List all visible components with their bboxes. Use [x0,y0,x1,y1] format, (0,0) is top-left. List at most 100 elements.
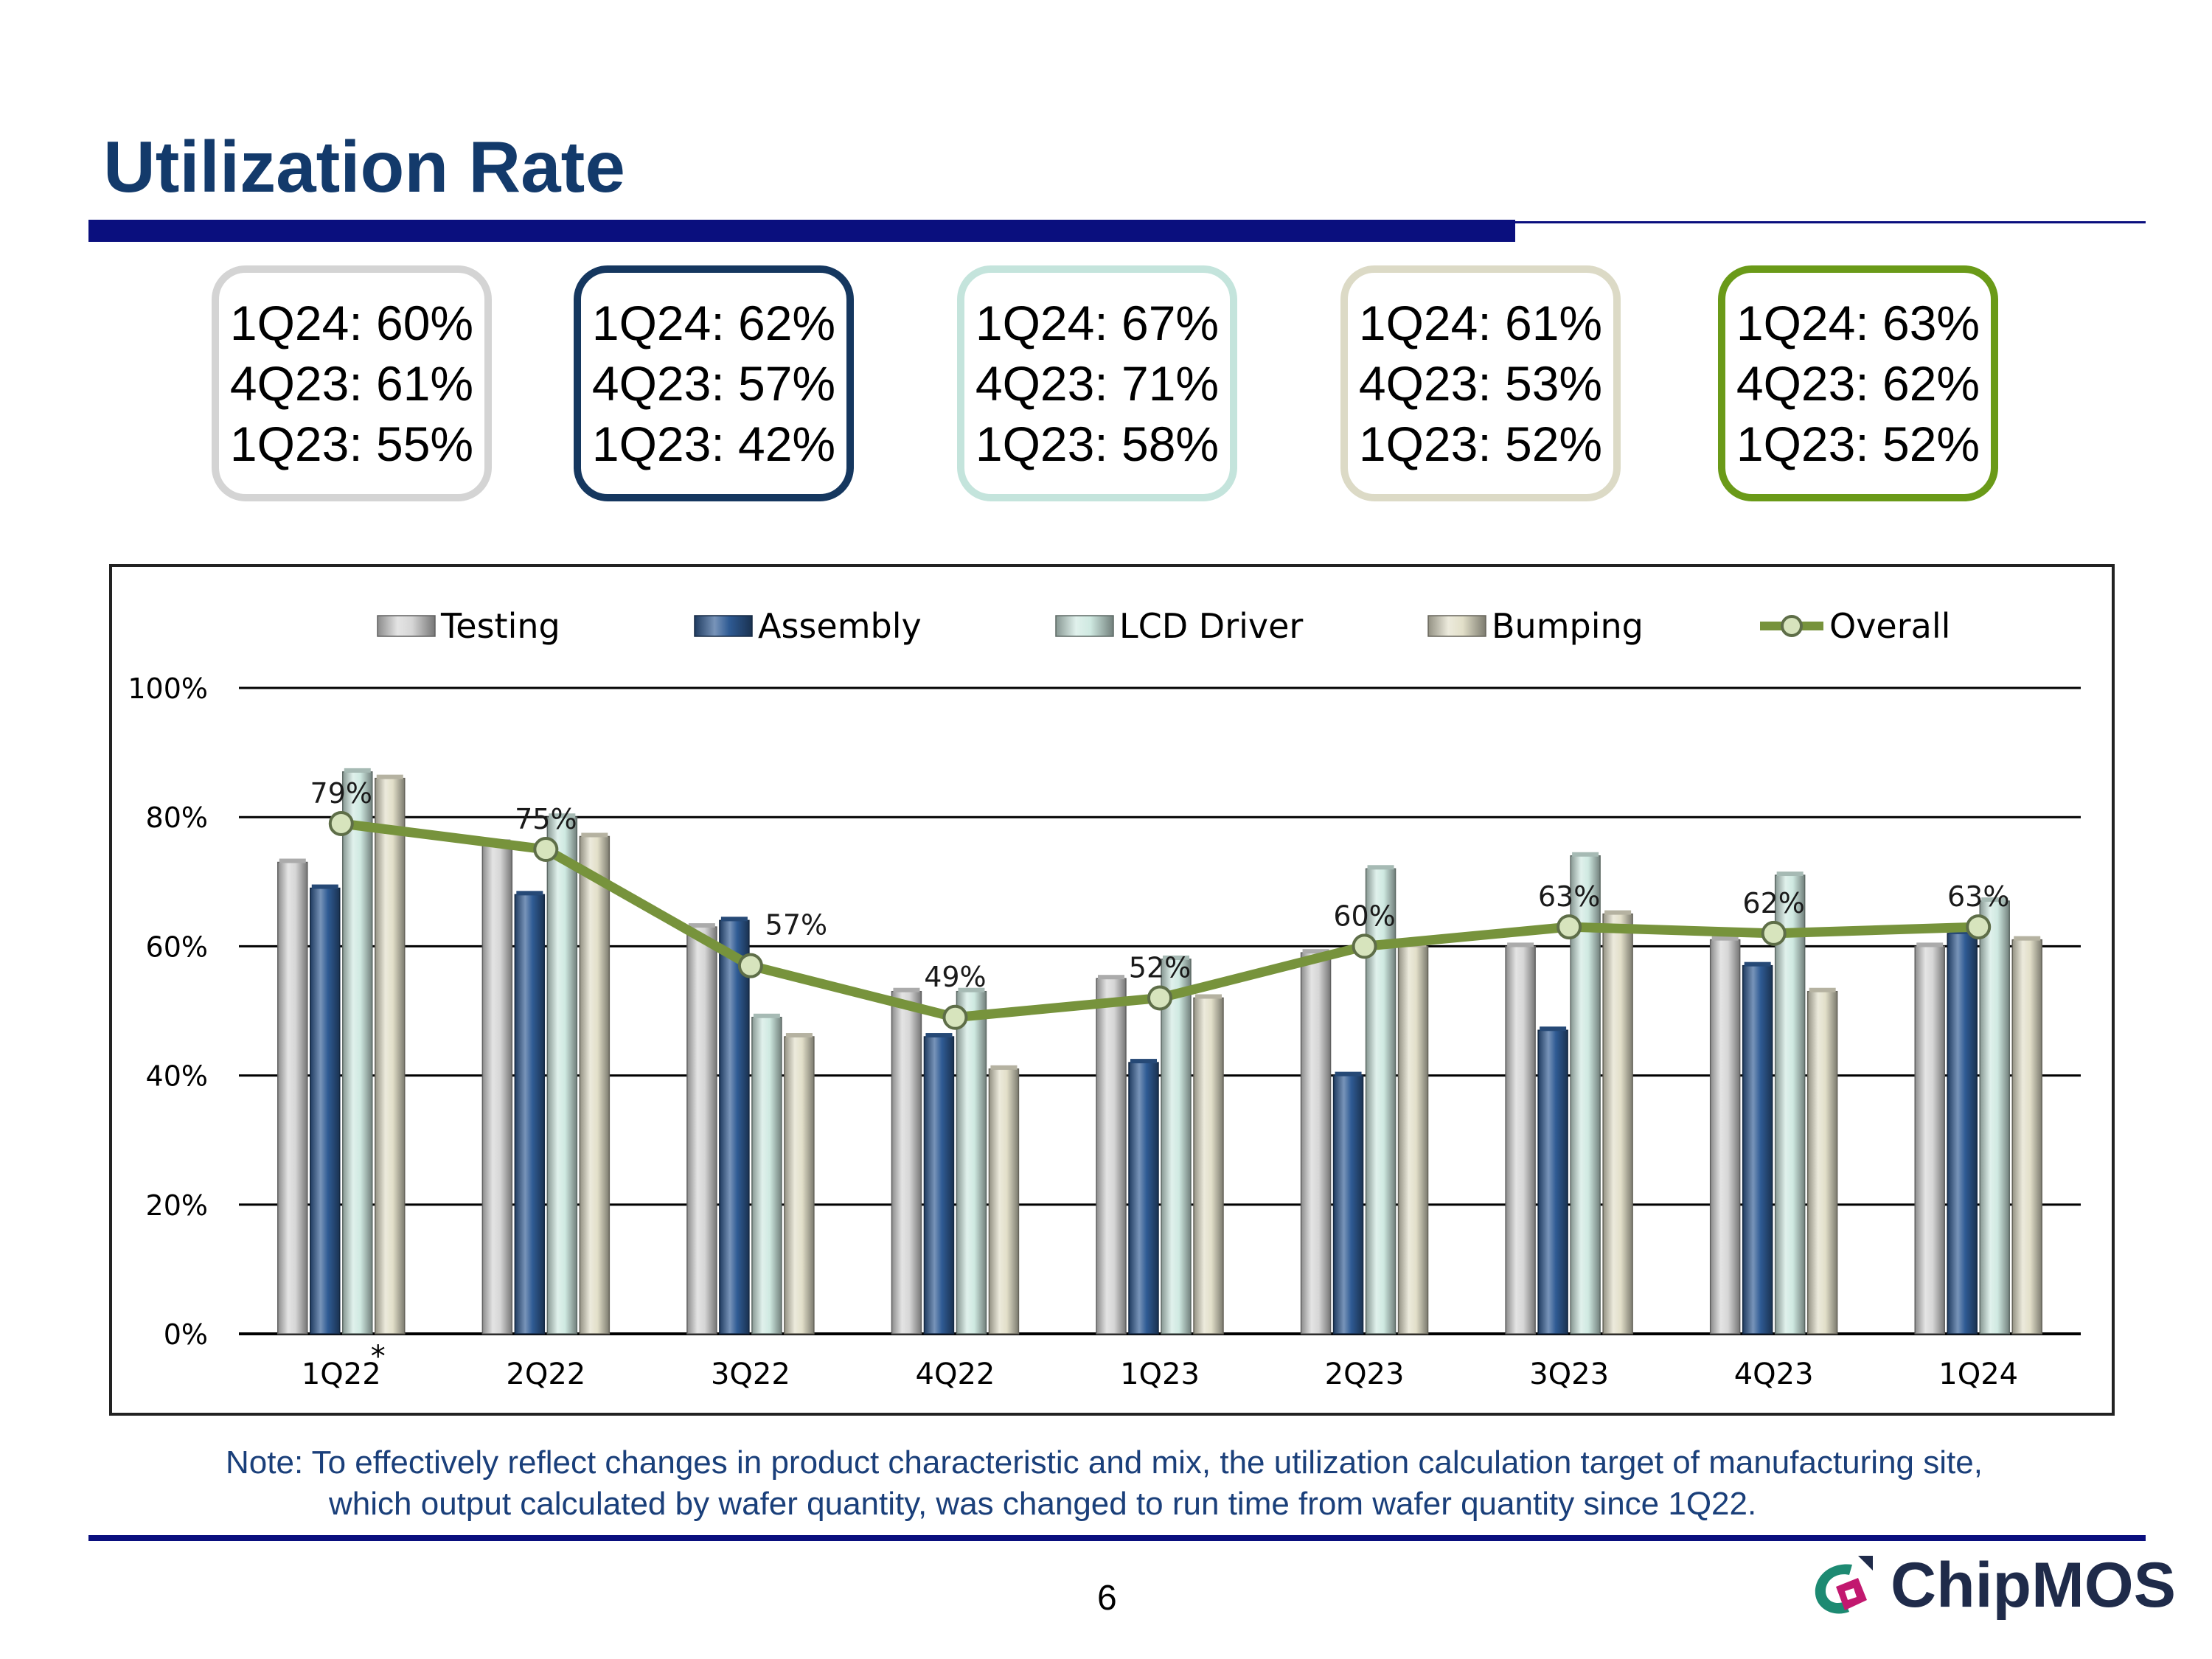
bar-testing [1096,978,1127,1335]
kpi-line: 1Q24: 63% [1736,296,1980,350]
bar-bumping [579,835,611,1335]
footer-rule [88,1535,2146,1541]
chart-frame: 0% 20% 40% 60% 80% 100% 1Q22 * 2Q22 3Q22 4Q22 1Q23 2… [109,564,2115,1416]
overall-data-label: 62% [1742,887,1804,919]
bar-top-cap [753,1013,780,1018]
bar-bumping [1193,997,1224,1335]
y-tick-label: 0% [164,1318,208,1351]
bar-top-cap [1744,961,1771,967]
bar-top-cap [1302,949,1329,954]
y-tick-label: 40% [146,1060,208,1093]
overall-marker [533,837,559,862]
bar-top-cap [958,987,985,992]
bar-top-cap [893,987,920,992]
bar-bumping [375,777,406,1335]
bar-assembly [310,887,341,1335]
footnote: Note: To effectively reflect changes in … [226,1442,1983,1525]
kpi-line: 1Q23: 58% [975,417,1220,471]
bar-top-cap [1098,975,1124,980]
overall-marker [1966,914,1992,940]
bar-assembly [514,894,546,1335]
bar-testing [686,926,717,1335]
bar-top-cap [990,1065,1018,1070]
bar-top-cap [1540,1026,1567,1032]
bar-top-cap [688,923,715,928]
kpi-box-testing: 1Q24: 60% 4Q23: 61% 1Q23: 55% [212,265,492,501]
kpi-line: 1Q23: 55% [229,417,474,471]
bar-lcd-driver [1161,959,1192,1335]
bar-top-cap [1367,865,1394,870]
chipmos-logo-icon [1815,1556,1873,1614]
legend-label: Bumping [1492,606,1644,646]
bar-top-cap [925,1033,953,1038]
legend-label: Overall [1829,606,1950,646]
bar-assembly [719,919,750,1335]
kpi-box-lcd-driver: 1Q24: 67% 4Q23: 71% 1Q23: 58% [957,265,1237,501]
title-rule-thin [1515,221,2146,223]
bar-top-cap [1916,942,1944,947]
bar-lcd-driver [1979,900,2010,1335]
kpi-line: 1Q23: 52% [1736,417,1980,471]
bar-assembly [1332,1074,1364,1335]
bar-assembly [923,1036,955,1335]
overall-marker [737,953,763,978]
bar-lcd-driver [1774,874,1806,1335]
overall-marker [942,1004,968,1030]
legend-label: Testing [440,606,560,646]
bar-top-cap [311,884,338,889]
page-number: 6 [1097,1579,1117,1618]
kpi-box-bumping: 1Q24: 61% 4Q23: 53% 1Q23: 52% [1340,265,1621,501]
kpi-box-overall: 1Q24: 63% 4Q23: 62% 1Q23: 52% [1718,265,1998,501]
bar-top-cap [1195,994,1222,999]
legend-marker [1781,615,1803,637]
y-tick-label: 20% [146,1189,208,1222]
kpi-line: 4Q23: 61% [229,356,474,411]
overall-data-label: 79% [310,777,372,810]
bar-top-cap [376,774,403,779]
overall-data-label: 49% [924,961,986,993]
bar-top-cap [279,858,306,863]
bar-lcd-driver [956,990,987,1335]
overall-marker [1147,985,1172,1011]
bar-top-cap [1335,1071,1362,1077]
kpi-line: 1Q24: 60% [229,296,474,350]
overall-marker [1761,920,1787,946]
bar-top-cap [581,832,608,838]
bar-assembly [1128,1062,1159,1335]
company-logo: ChipMOS [1806,1548,2176,1622]
bar-lcd-driver [751,1017,782,1335]
bar-top-cap [785,1033,813,1038]
overall-data-label: 60% [1333,900,1395,932]
bar-assembly [1742,964,1773,1335]
bar-assembly [1947,933,1978,1335]
bar-lcd-driver [342,771,373,1335]
y-tick-label: 80% [146,801,208,834]
legend-swatch [377,615,436,637]
overall-data-label: 63% [1538,880,1600,913]
kpi-line: 4Q23: 57% [591,356,836,411]
title-rule [88,220,1515,242]
overall-marker [328,810,354,836]
bar-top-cap [1130,1059,1157,1064]
bar-top-cap [1981,897,2008,902]
logo-wordmark: ChipMOS [1891,1549,2176,1621]
legend-swatch [694,615,753,637]
bar-testing [891,990,922,1335]
legend-label: Assembly [758,606,922,646]
bar-testing [481,842,513,1335]
overall-marker [1352,933,1377,959]
footnote-line-1: Note: To effectively reflect changes in … [226,1444,1983,1481]
x-tick-label: 2Q22 [506,1357,585,1391]
x-tick-label: 1Q24 [1938,1357,2018,1391]
bar-top-cap [516,891,543,896]
bar-top-cap [1604,910,1632,915]
x-tick-label: 1Q22 [302,1357,381,1391]
bar-top-cap [720,917,748,922]
x-tick-label: 4Q23 [1734,1357,1814,1391]
bar-top-cap [344,768,371,773]
footnote-line-2: which output calculated by wafer quantit… [329,1486,1757,1522]
legend-swatch [1055,615,1114,637]
bar-top-cap [1809,987,1836,992]
overall-data-label: 63% [1947,880,2009,913]
y-tick-label: 60% [146,931,208,963]
